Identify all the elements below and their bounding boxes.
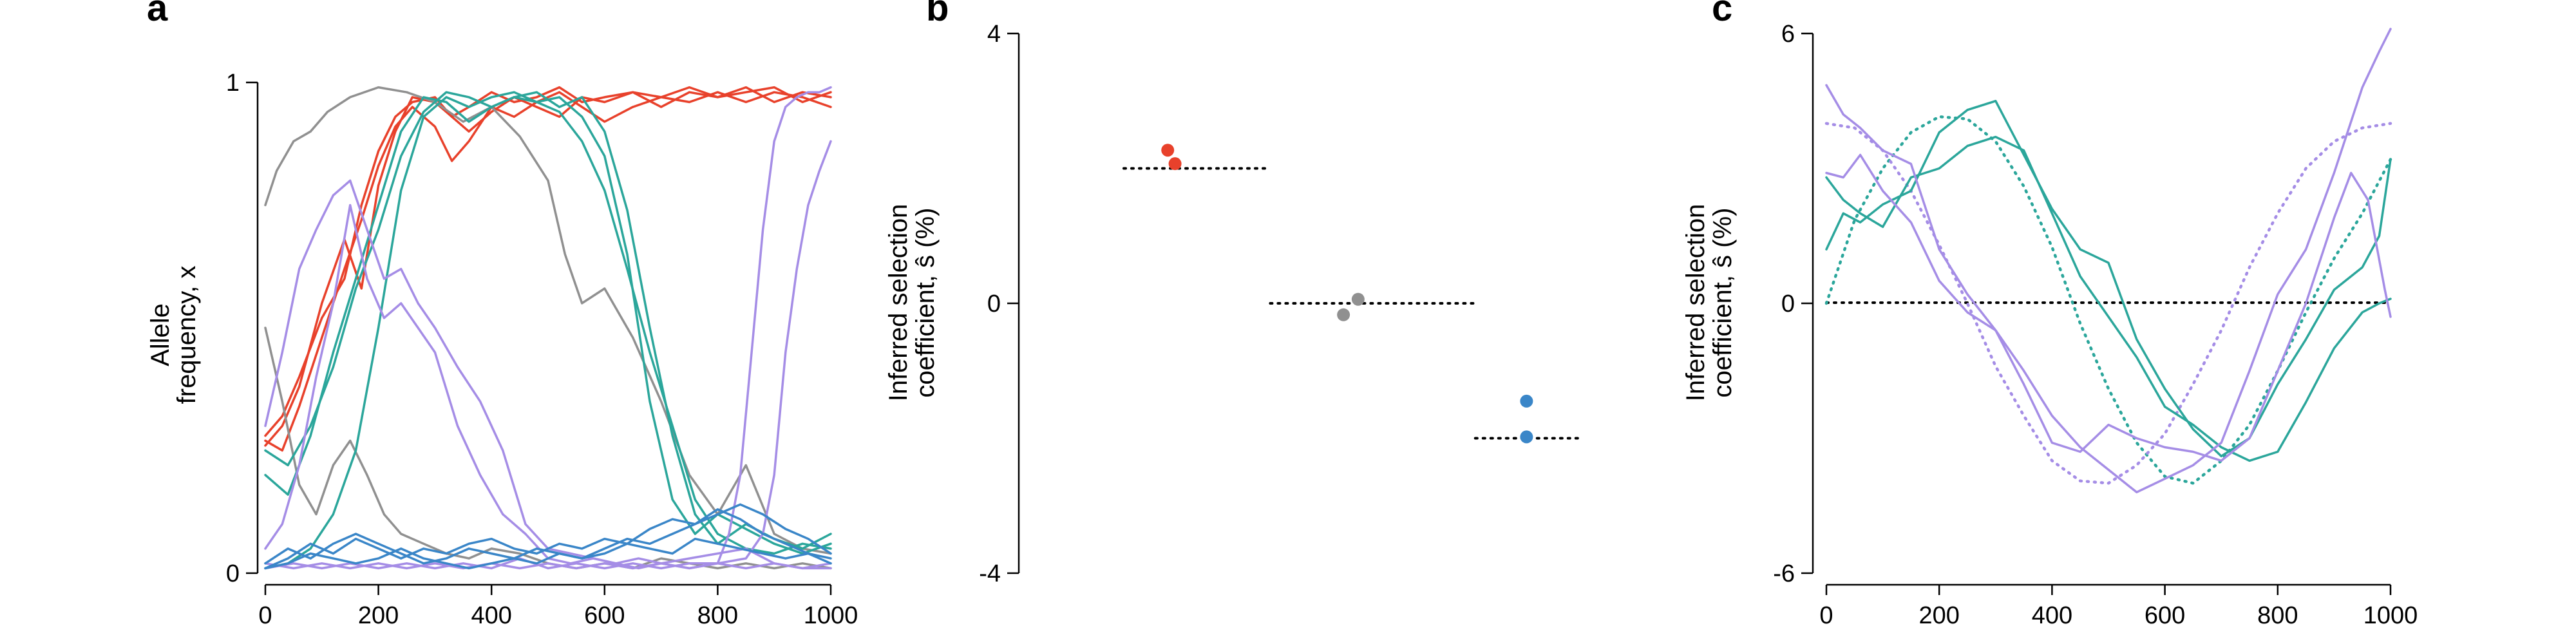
panel-c-x-tick-label: 0 bbox=[1819, 602, 1833, 629]
panel-a-x-tick-label: 200 bbox=[358, 602, 399, 629]
panel-c-x-tick-label: 800 bbox=[2257, 602, 2298, 629]
panel-c-x-tick-label: 400 bbox=[2032, 602, 2072, 629]
panel-c-x-tick-label: 200 bbox=[1918, 602, 1959, 629]
panel-b-true-values bbox=[1122, 167, 1579, 440]
panel-b-y-ticks: 4 0 -4 bbox=[979, 21, 1019, 587]
panel-a: a Allele frequency, x 01 0 200 400 600 800 10… bbox=[146, 0, 858, 629]
panel-a-x-tick-label: 0 bbox=[258, 602, 272, 629]
panel-a-series-line-0 bbox=[264, 91, 832, 452]
panel-a-series-line-2 bbox=[264, 86, 832, 437]
panel-a-ylabel-line1: Allele bbox=[146, 303, 175, 366]
panel-a-x-tick-label: 400 bbox=[471, 602, 511, 629]
panel-a-series-line-11 bbox=[264, 140, 832, 570]
panel-a-series-line-1 bbox=[264, 86, 832, 447]
panel-c-series bbox=[1824, 28, 2392, 494]
panel-b-y-tick-label: -4 bbox=[979, 560, 1001, 587]
panel-a-series-line-8 bbox=[264, 179, 832, 570]
panel-a-series-line-5 bbox=[264, 96, 832, 555]
panel-c-x-tick-label: 1000 bbox=[2363, 602, 2418, 629]
panel-b: b Inferred selection coefficient, ŝ (%) … bbox=[884, 0, 1579, 587]
panel-a-series-line-14 bbox=[264, 508, 832, 570]
panel-a-series-line-3 bbox=[264, 86, 832, 555]
panel-c-y-ticks: 6 0 -6 bbox=[1773, 21, 1813, 587]
panel-c-y-tick-label: 0 bbox=[1781, 290, 1795, 317]
panel-a-ylabel-line2: frequency, x bbox=[173, 266, 201, 404]
panel-c-ylabel-line2: coefficient, ŝ (%) bbox=[1709, 208, 1737, 398]
panel-c-series-line-5 bbox=[1825, 153, 2392, 462]
panel-c-ylabel-line1: Inferred selection bbox=[1681, 204, 1710, 402]
panel-a-label: a bbox=[147, 0, 168, 29]
panel-c-series-line-1 bbox=[1824, 122, 2392, 485]
panel-a-x-tick-label: 600 bbox=[584, 602, 625, 629]
panel-a-series-line-9 bbox=[264, 204, 832, 570]
panel-a-series-line-7 bbox=[264, 91, 832, 570]
panel-c-y-tick-label: -6 bbox=[1773, 560, 1795, 587]
panel-c-label: c bbox=[1712, 0, 1732, 29]
panel-b-point-2 bbox=[1337, 308, 1350, 321]
panel-a-series-line-4 bbox=[264, 327, 832, 570]
panel-a-y-tick-label: 0 bbox=[226, 560, 240, 587]
panel-a-series-line-12 bbox=[264, 503, 832, 570]
panel-a-series-line-10 bbox=[264, 86, 832, 570]
panel-b-points bbox=[1161, 144, 1533, 444]
panel-b-point-4 bbox=[1520, 394, 1533, 408]
panel-a-series bbox=[264, 86, 832, 570]
panel-a-series-line-6 bbox=[264, 91, 832, 550]
panel-b-ylabel-line2: coefficient, ŝ (%) bbox=[911, 208, 940, 398]
panel-c-series-line-0 bbox=[1824, 115, 2392, 485]
panel-a-y-ticks: 01 bbox=[226, 70, 258, 587]
panel-b-point-0 bbox=[1161, 144, 1175, 157]
panel-b-point-5 bbox=[1520, 430, 1533, 444]
panel-c-x-tick-label: 600 bbox=[2145, 602, 2185, 629]
panel-b-ylabel-line1: Inferred selection bbox=[884, 204, 913, 402]
panel-c-x-ticks: 0 200 400 600 800 1000 bbox=[1819, 585, 2418, 629]
panel-a-y-tick-label: 1 bbox=[226, 70, 240, 97]
panel-a-x-tick-label: 1000 bbox=[804, 602, 858, 629]
panel-b-y-tick-label: 0 bbox=[987, 290, 1001, 317]
panel-c: c Inferred selection coefficient, ŝ (%) … bbox=[1681, 0, 2418, 629]
panel-c-y-tick-label: 6 bbox=[1781, 21, 1795, 48]
panel-a-x-ticks: 0 200 400 600 800 1000 bbox=[258, 585, 858, 629]
panel-b-point-1 bbox=[1168, 157, 1182, 171]
panel-a-series-line-13 bbox=[264, 533, 832, 565]
panel-b-y-tick-label: 4 bbox=[987, 21, 1001, 48]
panel-c-series-line-3 bbox=[1825, 135, 2392, 462]
panel-b-point-3 bbox=[1351, 292, 1365, 306]
panel-b-label: b bbox=[926, 0, 949, 29]
panel-a-x-tick-label: 800 bbox=[697, 602, 738, 629]
panel-c-series-line-4 bbox=[1825, 28, 2392, 494]
